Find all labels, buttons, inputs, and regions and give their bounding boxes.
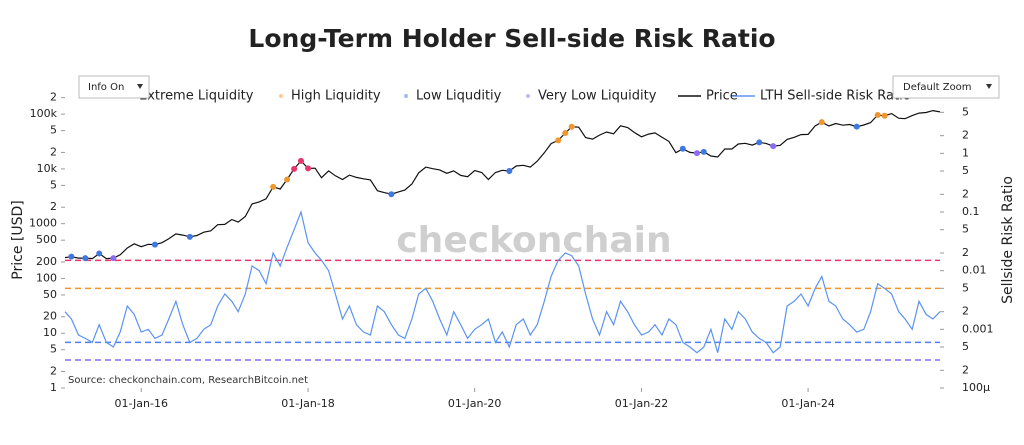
regime-marker	[151, 241, 158, 248]
y-tick-label: 2	[50, 200, 57, 213]
y-tick-label: 5	[50, 178, 57, 191]
regime-marker	[555, 137, 562, 144]
regime-marker	[881, 112, 888, 119]
regime-marker	[693, 150, 700, 157]
x-tick-label: 01-Jan-20	[448, 397, 502, 410]
legend-label: Extreme Liquidity	[139, 89, 254, 104]
y-tick-label: 1	[50, 381, 57, 394]
y2-tick-label: 5	[962, 281, 969, 294]
y2-tick-label: 0.001	[962, 322, 994, 335]
regime-marker	[297, 157, 304, 164]
watermark: checkonchain	[396, 220, 671, 261]
y2-tick-label: 100μ	[962, 381, 990, 394]
regime-marker	[756, 139, 763, 146]
y-tick-label: 1000	[29, 217, 57, 230]
y-tick-label: 5	[50, 124, 57, 137]
y2-tick-label: 2	[962, 246, 969, 259]
zoom-button-box[interactable]	[892, 75, 1000, 99]
y-tick-label: 500	[36, 233, 57, 246]
y2-tick-label: 2	[962, 187, 969, 200]
regime-marker	[96, 250, 103, 257]
zoom-button[interactable]: Default Zoom	[892, 75, 1000, 99]
regime-marker	[284, 176, 291, 183]
zoom-button-label[interactable]: Default Zoom	[903, 82, 972, 93]
regime-marker	[110, 255, 117, 262]
y2-tick-label: 5	[962, 223, 969, 236]
legend-marker	[279, 94, 283, 98]
y-tick-label: 2	[50, 91, 57, 104]
info-button-box[interactable]	[78, 75, 150, 99]
y2-tick-label: 2	[962, 305, 969, 318]
regime-marker	[68, 253, 75, 260]
regime-marker	[770, 143, 777, 150]
legend-marker	[404, 94, 408, 98]
legend-label: Very Low Liquidity	[538, 89, 657, 104]
y-tick-label: 2	[50, 365, 57, 378]
regime-marker	[270, 183, 277, 190]
legend-marker	[526, 94, 530, 98]
regime-marker	[506, 168, 513, 175]
y2-tick-label: 0.1	[962, 205, 980, 218]
info-button-label[interactable]: Info On	[88, 82, 124, 93]
dropdown-arrow	[986, 84, 992, 89]
regime-marker	[700, 148, 707, 155]
y2-tick-label: 0.01	[962, 264, 987, 277]
y2-tick-label: 5	[962, 340, 969, 353]
info-button[interactable]: Info On	[78, 75, 150, 99]
x-tick-label: 01-Jan-18	[281, 397, 335, 410]
y2-tick-label: 2	[962, 129, 969, 142]
regime-marker	[679, 145, 686, 152]
regime-marker	[291, 165, 298, 172]
y-tick-label: 200	[36, 255, 57, 268]
y-tick-label: 2	[50, 145, 57, 158]
source-note: Source: checkonchain.com, ResearchBitcoi…	[68, 375, 308, 386]
regime-marker	[853, 123, 860, 130]
y-tick-label: 10k	[37, 162, 58, 175]
regime-marker	[818, 119, 825, 126]
regime-marker	[82, 255, 89, 262]
x-tick-label: 01-Jan-22	[615, 397, 669, 410]
y-axis-label: Price [USD]	[10, 200, 26, 279]
y2-tick-label: 5	[962, 164, 969, 177]
y-tick-label: 50	[43, 288, 57, 301]
y-tick-label: 5	[50, 343, 57, 356]
series-line	[64, 109, 941, 260]
plot-area: 1 2 5 10 20 50 100 200 500 1000 2 5 10k 2 5 100k 2 100μ 2 5…	[29, 91, 994, 410]
y-tick-label: 10	[43, 326, 57, 339]
y2-tick-label: 1	[962, 146, 969, 159]
legend-label: LTH Sell-side Risk Ratio	[760, 89, 911, 104]
regime-marker	[874, 112, 881, 119]
series-line	[64, 209, 941, 354]
y2-tick-label: 2	[962, 363, 969, 376]
legend-label: Price	[706, 89, 738, 104]
chart-title: Long-Term Holder Sell-side Risk Ratio	[248, 24, 775, 53]
y2-axis-label: Sellside Risk Ratio	[1000, 176, 1016, 304]
dropdown-arrow	[137, 84, 143, 89]
legend-label: High Liquidity	[291, 89, 381, 104]
y-tick-label: 100k	[30, 107, 58, 120]
x-tick-label: 01-Jan-24	[781, 397, 835, 410]
regime-marker	[186, 233, 193, 240]
regime-marker	[388, 191, 395, 198]
regime-marker	[305, 165, 312, 172]
regime-marker	[568, 123, 575, 130]
regime-marker	[562, 130, 569, 137]
legend: Extreme Liquidity High Liquidity Low Liqud…	[127, 89, 911, 104]
legend-label: Low Liquditiy	[416, 89, 502, 104]
y2-tick-label: 5	[962, 105, 969, 118]
y-tick-label: 100	[36, 271, 57, 284]
x-tick-label: 01-Jan-16	[114, 397, 168, 410]
y-tick-label: 20	[43, 310, 57, 323]
